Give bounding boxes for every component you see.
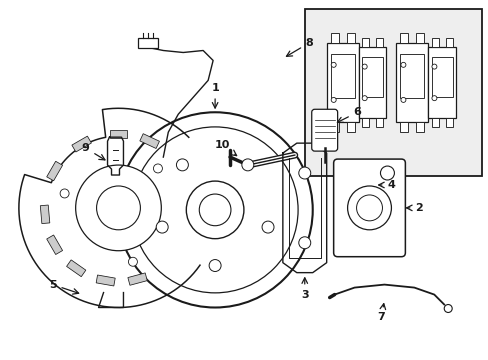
Text: 7: 7 [377,303,385,323]
Circle shape [60,189,69,198]
Circle shape [96,186,140,230]
Bar [96,275,115,286]
Bar [346,33,354,42]
Bar [375,118,382,127]
Circle shape [400,98,405,102]
Circle shape [356,195,382,221]
Bar [396,42,427,122]
Bar [445,38,452,46]
Bar [326,42,358,122]
Circle shape [209,260,221,271]
Text: 4: 4 [378,180,395,190]
Circle shape [330,98,335,102]
Circle shape [347,186,390,230]
Bar [47,235,62,255]
Bar [346,122,354,132]
Text: 6: 6 [337,107,361,122]
FancyBboxPatch shape [333,159,405,257]
Circle shape [76,165,161,251]
Circle shape [443,305,451,312]
Bar [361,118,368,127]
Text: 2: 2 [406,203,422,213]
Circle shape [380,166,394,180]
Text: 3: 3 [300,278,308,300]
Text: 8: 8 [286,37,313,57]
Bar [330,122,338,132]
Bar [138,37,158,48]
Bar [361,38,368,46]
Circle shape [156,221,168,233]
Circle shape [128,257,137,266]
Bar [47,161,62,181]
Bar [361,57,382,97]
Bar [445,118,452,127]
Circle shape [199,194,230,226]
Bar [431,38,438,46]
Bar [415,122,424,132]
FancyBboxPatch shape [311,109,337,151]
Bar [415,33,424,42]
Circle shape [400,62,405,67]
Bar [427,46,455,118]
Bar [109,130,127,138]
Bar [399,54,424,98]
Circle shape [242,159,253,171]
Text: 1: 1 [211,84,219,108]
Circle shape [117,112,312,307]
Circle shape [298,167,310,179]
Bar [431,57,452,97]
Circle shape [431,64,436,69]
Circle shape [362,64,366,69]
Bar [330,33,338,42]
Text: 9: 9 [81,143,105,160]
Bar [358,46,386,118]
Circle shape [362,96,366,101]
Circle shape [262,221,273,233]
Bar [330,54,354,98]
Bar [400,33,407,42]
Circle shape [132,127,298,293]
Bar [375,38,382,46]
Circle shape [431,96,436,101]
Bar [66,260,86,277]
Circle shape [298,237,310,249]
Circle shape [153,164,162,173]
Bar [304,9,481,176]
Text: 5: 5 [49,280,79,294]
Text: 10: 10 [214,140,236,156]
Bar [40,205,50,224]
Circle shape [176,159,188,171]
Circle shape [330,62,335,67]
Bar [431,118,438,127]
Circle shape [186,181,244,239]
Bar [140,134,159,148]
Bar [128,273,147,285]
Bar [72,136,91,152]
Bar [400,122,407,132]
